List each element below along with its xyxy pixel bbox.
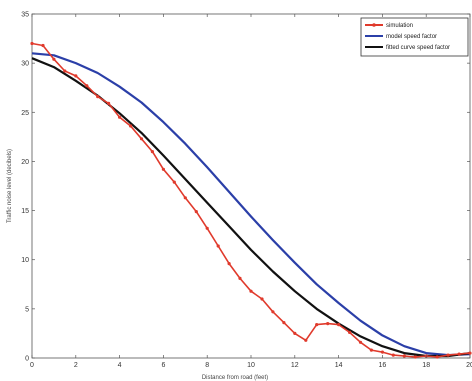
data-point-simulation	[129, 124, 133, 128]
x-tick-label: 10	[247, 362, 255, 369]
data-point-simulation	[41, 43, 45, 48]
x-tick-label: 20	[466, 362, 472, 369]
data-point-simulation	[271, 310, 275, 314]
y-tick-label: 25	[21, 110, 29, 117]
y-axis-title: Traffic noise level (decibels)	[7, 149, 13, 223]
data-point-simulation	[413, 355, 417, 359]
data-point-simulation	[358, 340, 363, 344]
x-tick-label: 16	[379, 362, 387, 369]
data-point-simulation	[85, 84, 89, 88]
data-point-simulation	[139, 137, 144, 141]
data-point-simulation	[337, 323, 341, 327]
y-tick-label: 15	[21, 208, 29, 215]
y-tick-label: 30	[21, 61, 29, 68]
x-tick-label: 14	[335, 362, 343, 369]
x-tick-label: 2	[74, 362, 78, 369]
data-point-simulation	[74, 74, 78, 78]
data-point-simulation	[63, 69, 67, 73]
data-point-simulation	[107, 101, 111, 105]
x-tick-label: 4	[118, 362, 122, 369]
y-tick-label: 35	[21, 12, 29, 19]
plot-area	[31, 13, 471, 359]
legend: simulation model speed factor fitted cur…	[360, 17, 469, 57]
data-point-simulation	[260, 297, 264, 301]
data-point-simulation	[304, 338, 308, 342]
data-point-simulation	[293, 331, 297, 335]
data-point-simulation	[52, 57, 56, 61]
legend-label-simulation: simulation	[386, 23, 413, 29]
data-point-simulation	[194, 210, 198, 214]
data-point-simulation	[118, 115, 122, 119]
data-point-simulation	[391, 353, 395, 357]
x-axis-title: Distance from road (feet)	[202, 375, 268, 381]
data-point-simulation	[96, 95, 100, 99]
data-point-simulation	[326, 322, 330, 326]
x-tick-label: 18	[422, 362, 430, 369]
x-tick-label: 12	[291, 362, 299, 369]
data-point-simulation	[348, 330, 352, 334]
y-tick-label: 10	[21, 257, 29, 264]
data-point-simulation	[183, 196, 187, 200]
data-point-simulation	[238, 276, 242, 280]
data-point-simulation	[249, 289, 253, 293]
x-tick-label: 8	[205, 362, 209, 369]
data-point-simulation	[282, 321, 286, 325]
y-tick-label: 20	[21, 159, 29, 166]
ticks-layer: 0 2 4 6 8 10 12 14 16 18 20 0 5 10 15 20 25 30 35	[21, 12, 472, 370]
data-point-simulation	[402, 354, 406, 358]
data-point-simulation	[161, 167, 165, 171]
data-point-simulation	[172, 180, 176, 184]
data-point-simulation	[30, 41, 34, 46]
data-point-simulation	[457, 352, 461, 356]
data-point-simulation	[380, 350, 384, 354]
x-tick-label: 6	[161, 362, 165, 369]
data-point-simulation	[227, 262, 231, 266]
series-layer	[30, 41, 472, 359]
data-point-simulation	[468, 351, 472, 355]
data-point-simulation	[216, 244, 220, 248]
data-point-simulation	[315, 323, 319, 327]
legend-label-model-speed-factor: model speed factor	[386, 34, 437, 40]
x-tick-label: 0	[30, 362, 34, 369]
data-point-simulation	[205, 226, 209, 230]
series-line-model-speed-factor	[31, 52, 471, 357]
y-tick-label: 0	[25, 356, 29, 363]
data-point-simulation	[150, 150, 154, 154]
legend-marker-simulation	[372, 23, 376, 27]
legend-label-fitted-curve-speed-factor: fitted curve speed factor	[386, 45, 450, 51]
data-point-simulation	[369, 348, 373, 352]
data-point-simulation	[435, 355, 439, 359]
data-point-simulation	[446, 353, 450, 357]
y-tick-label: 5	[25, 306, 29, 313]
